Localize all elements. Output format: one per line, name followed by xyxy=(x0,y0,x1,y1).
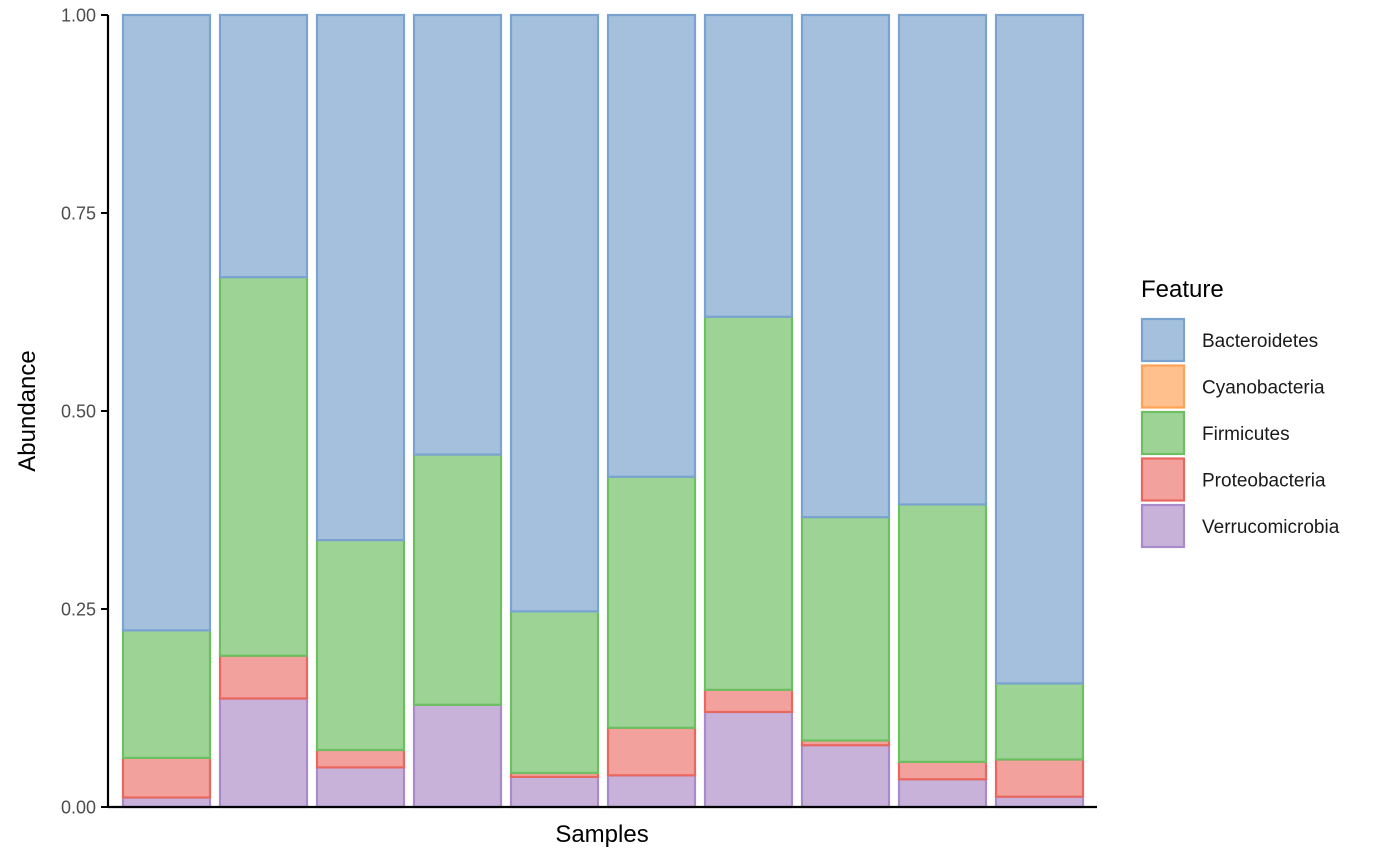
y-tick-label: 0.00 xyxy=(61,798,96,818)
legend-label-bacteroidetes: Bacteroidetes xyxy=(1202,331,1318,352)
bar-segment-proteobacteria-sample-10 xyxy=(994,758,1085,798)
bars-layer xyxy=(121,13,1085,809)
bar-segment-verrucomicrobia-sample-2 xyxy=(218,697,309,809)
bar-segment-proteobacteria-sample-6 xyxy=(606,726,697,777)
legend-title: Feature xyxy=(1141,276,1224,303)
legend-label-firmicutes: Firmicutes xyxy=(1202,424,1290,445)
bar-segment-verrucomicrobia-sample-1 xyxy=(121,796,212,809)
bar-segment-bacteroidetes-sample-8 xyxy=(800,13,891,519)
y-tick-label: 1.00 xyxy=(61,6,96,26)
bar-segment-firmicutes-sample-5 xyxy=(509,610,600,775)
x-axis-title: Samples xyxy=(555,821,648,848)
bar-segment-firmicutes-sample-10 xyxy=(994,682,1085,761)
bar-segment-bacteroidetes-sample-1 xyxy=(121,13,212,632)
legend: Feature Bacteroidetes Cyanobacteria Firmic… xyxy=(1140,276,1340,549)
bar-segment-proteobacteria-sample-2 xyxy=(218,654,309,700)
bar-segment-verrucomicrobia-sample-9 xyxy=(897,778,988,809)
bar-segment-firmicutes-sample-2 xyxy=(218,276,309,657)
legend-label-proteobacteria: Proteobacteria xyxy=(1202,471,1326,492)
legend-label-verrucomicrobia: Verrucomicrobia xyxy=(1202,517,1340,538)
bar-segment-bacteroidetes-sample-4 xyxy=(412,13,503,456)
y-axis-title: Abundance xyxy=(14,350,41,471)
bar-segment-proteobacteria-sample-9 xyxy=(897,760,988,781)
bar-segment-firmicutes-sample-4 xyxy=(412,453,503,706)
bar-segment-firmicutes-sample-6 xyxy=(606,475,697,729)
bar-segment-proteobacteria-sample-3 xyxy=(315,748,406,769)
bar-segment-firmicutes-sample-9 xyxy=(897,503,988,763)
bar-segment-verrucomicrobia-sample-6 xyxy=(606,774,697,809)
bar-segment-bacteroidetes-sample-10 xyxy=(994,13,1085,685)
bar-segment-verrucomicrobia-sample-5 xyxy=(509,775,600,809)
legend-label-cyanobacteria: Cyanobacteria xyxy=(1202,378,1325,399)
bar-segment-verrucomicrobia-sample-10 xyxy=(994,795,1085,809)
bar-segment-firmicutes-sample-3 xyxy=(315,538,406,752)
bar-segment-bacteroidetes-sample-9 xyxy=(897,13,988,506)
y-axis: 0.00 0.25 0.50 0.75 1.00 xyxy=(61,6,110,818)
bar-segment-firmicutes-sample-7 xyxy=(703,315,794,691)
bar-segment-proteobacteria-sample-1 xyxy=(121,756,212,799)
bar-segment-bacteroidetes-sample-6 xyxy=(606,13,697,478)
bar-segment-bacteroidetes-sample-7 xyxy=(703,13,794,318)
bar-segment-verrucomicrobia-sample-4 xyxy=(412,703,503,809)
bar-segment-bacteroidetes-sample-3 xyxy=(315,13,406,542)
legend-key-bacteroidetes xyxy=(1140,317,1186,363)
bar-segment-verrucomicrobia-sample-3 xyxy=(315,766,406,809)
bar-segment-firmicutes-sample-1 xyxy=(121,629,212,759)
legend-key-cyanobacteria xyxy=(1140,364,1186,409)
y-tick-label: 0.25 xyxy=(61,600,96,620)
legend-key-verrucomicrobia xyxy=(1140,503,1186,549)
legend-key-proteobacteria xyxy=(1140,457,1186,502)
y-tick-label: 0.75 xyxy=(61,204,96,224)
bar-segment-proteobacteria-sample-7 xyxy=(703,688,794,714)
legend-key-firmicutes xyxy=(1140,410,1186,456)
bar-segment-bacteroidetes-sample-2 xyxy=(218,13,309,279)
bar-segment-bacteroidetes-sample-5 xyxy=(509,13,600,613)
y-tick-label: 0.50 xyxy=(61,402,96,422)
bar-segment-verrucomicrobia-sample-7 xyxy=(703,710,794,809)
bar-segment-verrucomicrobia-sample-8 xyxy=(800,744,891,809)
bar-segment-firmicutes-sample-8 xyxy=(800,516,891,742)
